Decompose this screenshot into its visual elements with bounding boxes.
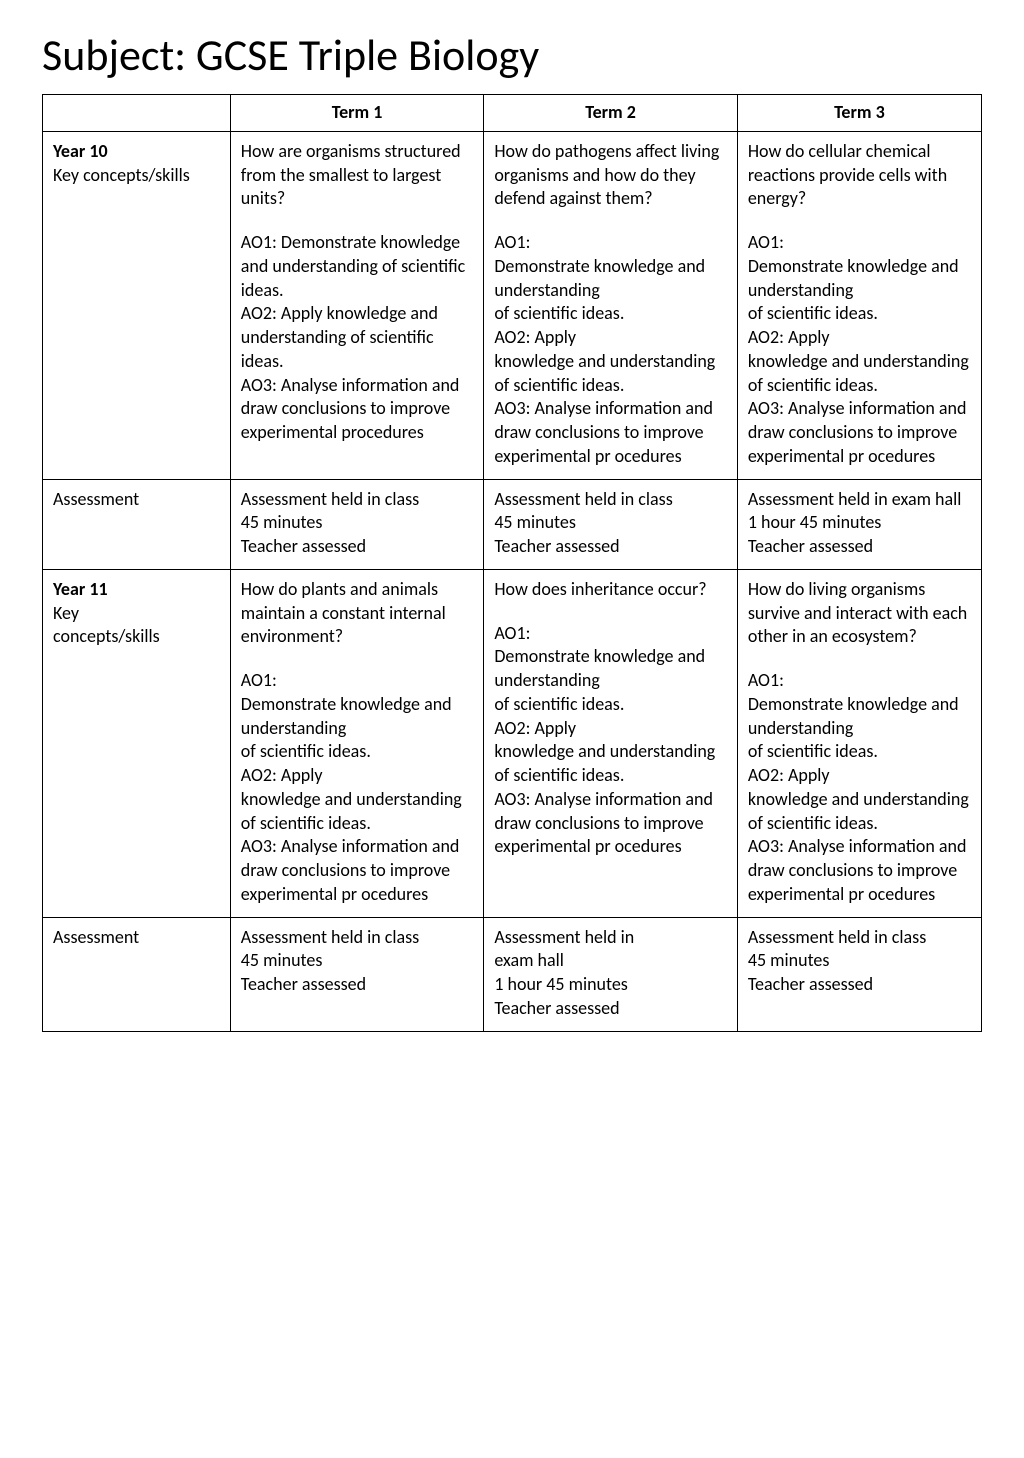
row-label-y10asm: Assessment xyxy=(43,479,231,569)
y11-term2: How does inheritance occur? AO1: Demonst… xyxy=(484,569,738,917)
y10-t1-p2: AO1: Demonstrate knowledge and understan… xyxy=(241,231,474,445)
y11-term1: How do plants and animals maintain a con… xyxy=(230,569,484,917)
y10-label-sub: Key concepts/skills xyxy=(53,164,220,188)
header-term3: Term 3 xyxy=(737,95,981,132)
header-term1: Term 1 xyxy=(230,95,484,132)
y10-t2-p2: AO1: Demonstrate knowledge and understan… xyxy=(494,231,727,469)
curriculum-table: Term 1 Term 2 Term 3 Year 10 Key concept… xyxy=(42,94,982,1032)
row-label-y11: Year 11 Key concepts/skills xyxy=(43,569,231,917)
y11-label-sub: Key concepts/skills xyxy=(53,602,220,650)
page: Subject: GCSE Triple Biology Term 1 Term… xyxy=(0,0,1024,1072)
y10-t2-p1: How do pathogens affect living organisms… xyxy=(494,140,727,211)
y11-t2-p2: AO1: Demonstrate knowledge and understan… xyxy=(494,622,727,860)
y10-t3-p2: AO1: Demonstrate knowledge and understan… xyxy=(748,231,971,469)
y11-t1-p1: How do plants and animals maintain a con… xyxy=(241,578,474,649)
header-blank xyxy=(43,95,231,132)
page-title: Subject: GCSE Triple Biology xyxy=(42,28,982,82)
y10asm-t3: Assessment held in exam hall 1 hour 45 m… xyxy=(737,479,981,569)
header-term2: Term 2 xyxy=(484,95,738,132)
y10-term2: How do pathogens affect living organisms… xyxy=(484,131,738,479)
y11asm-t3: Assessment held in class 45 minutes Teac… xyxy=(737,917,981,1031)
y11-t1-p2: AO1: Demonstrate knowledge and understan… xyxy=(241,669,474,907)
y11-t2-p1: How does inheritance occur? xyxy=(494,578,727,602)
table-row: Assessment Assessment held in class 45 m… xyxy=(43,479,982,569)
table-row: Year 11 Key concepts/skills How do plant… xyxy=(43,569,982,917)
y11-label-strong: Year 11 xyxy=(53,578,108,600)
y10-label-strong: Year 10 xyxy=(53,140,108,162)
y11-t3-p2: AO1: Demonstrate knowledge and understan… xyxy=(748,669,971,907)
row-label-y11asm: Assessment xyxy=(43,917,231,1031)
y10-term1: How are organisms structured from the sm… xyxy=(230,131,484,479)
y10-term3: How do cellular chemical reactions provi… xyxy=(737,131,981,479)
y11asm-t1: Assessment held in class 45 minutes Teac… xyxy=(230,917,484,1031)
row-label-y10: Year 10 Key concepts/skills xyxy=(43,131,231,479)
y10asm-t1: Assessment held in class 45 minutes Teac… xyxy=(230,479,484,569)
y11asm-t2: Assessment held in exam hall 1 hour 45 m… xyxy=(484,917,738,1031)
table-header-row: Term 1 Term 2 Term 3 xyxy=(43,95,982,132)
y11-t3-p1: How do living organisms survive and inte… xyxy=(748,578,971,649)
y10-t1-p1: How are organisms structured from the sm… xyxy=(241,140,474,211)
y11-term3: How do living organisms survive and inte… xyxy=(737,569,981,917)
y10asm-t2: Assessment held in class 45 minutes Teac… xyxy=(484,479,738,569)
table-row: Year 10 Key concepts/skills How are orga… xyxy=(43,131,982,479)
table-row: Assessment Assessment held in class 45 m… xyxy=(43,917,982,1031)
y10-t3-p1: How do cellular chemical reactions provi… xyxy=(748,140,971,211)
